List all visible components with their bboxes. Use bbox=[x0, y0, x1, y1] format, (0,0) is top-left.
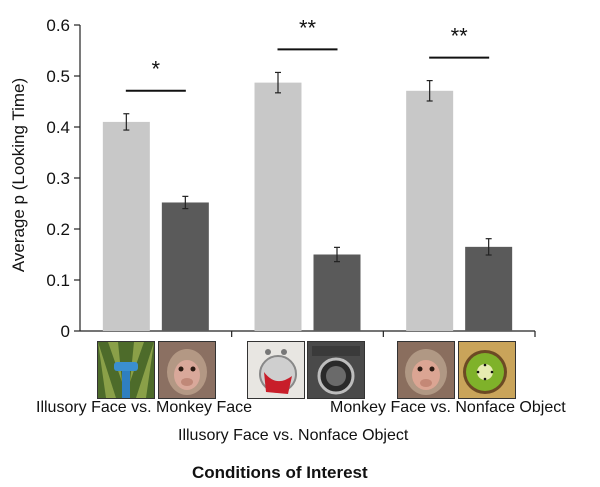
illusory-face-image bbox=[248, 342, 304, 398]
axes: 0 0.1 0.2 0.3 0.4 0.5 0.6 bbox=[46, 16, 536, 341]
y-tick-label: 0.2 bbox=[46, 220, 70, 239]
significance-stars: ** bbox=[451, 24, 469, 49]
thumb-g2-nonface-object bbox=[307, 341, 365, 399]
y-tick-label: 0.6 bbox=[46, 16, 70, 35]
significance-markers: *** ** bbox=[125, 15, 490, 92]
y-axis-label: Average p (Looking Time) bbox=[9, 78, 28, 272]
significance-stars: ** bbox=[299, 15, 317, 40]
bar-1-monkey-face bbox=[161, 202, 209, 331]
x-axis-label: Conditions of Interest bbox=[192, 463, 368, 482]
thumb-g2-illusory-face bbox=[247, 341, 305, 399]
bars bbox=[102, 71, 513, 332]
thumb-g3-nonface-object bbox=[458, 341, 516, 399]
condition-label-1: Illusory Face vs. Monkey Face bbox=[36, 399, 253, 416]
thumb-g1-monkey-face bbox=[158, 341, 216, 399]
bar-3-nonface-object bbox=[465, 246, 513, 331]
kiwi-image bbox=[459, 342, 515, 398]
bar-2-nonface-object bbox=[313, 254, 361, 331]
significance-stars: * bbox=[152, 57, 161, 82]
y-tick-label: 0 bbox=[61, 322, 70, 341]
bar-2-illusory-face bbox=[254, 82, 302, 331]
bar-3-monkey-face bbox=[406, 90, 454, 331]
monkey-face-image bbox=[398, 342, 454, 398]
y-tick-label: 0.3 bbox=[46, 169, 70, 188]
y-tick-label: 0.1 bbox=[46, 271, 70, 290]
y-tick-label: 0.5 bbox=[46, 67, 70, 86]
thumb-g3-monkey-face bbox=[397, 341, 455, 399]
bar-1-illusory-face bbox=[102, 121, 150, 332]
washing-machine-image bbox=[308, 342, 364, 398]
illusory-face-image bbox=[98, 342, 154, 398]
y-tick-label: 0.4 bbox=[46, 118, 70, 137]
condition-label-2: Illusory Face vs. Nonface Object bbox=[178, 427, 409, 444]
condition-label-3: Monkey Face vs. Nonface Object bbox=[330, 399, 566, 416]
monkey-face-image bbox=[159, 342, 215, 398]
thumb-g1-illusory-face bbox=[97, 341, 155, 399]
